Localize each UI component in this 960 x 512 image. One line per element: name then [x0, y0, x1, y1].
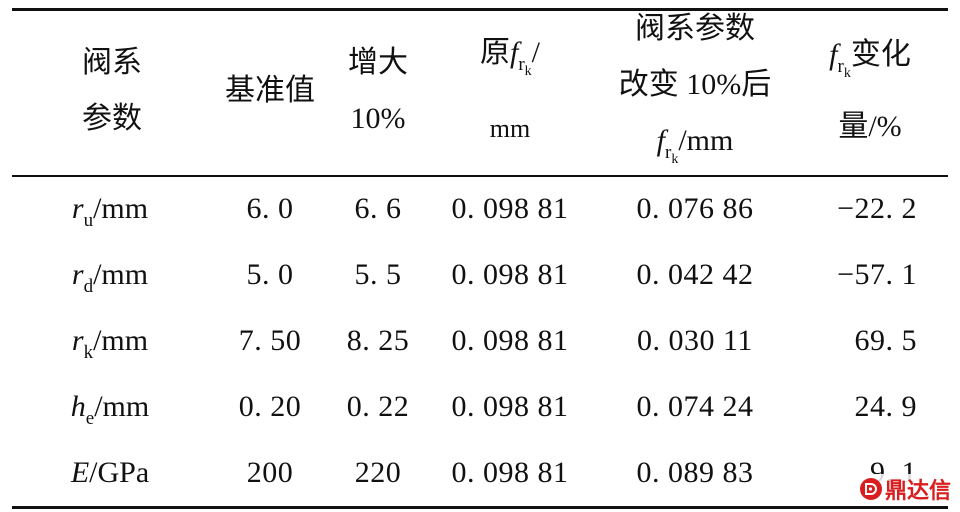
- header-delta-f: f: [829, 38, 838, 71]
- row-increase: 8. 25: [346, 324, 410, 357]
- table-bottom-rule: [12, 506, 948, 509]
- header-increase-line1: 增大: [348, 46, 408, 79]
- header-delta-k: k: [843, 66, 851, 81]
- row-param-symbol: h: [70, 390, 86, 423]
- row-param-symbol: r: [71, 192, 84, 225]
- row-delta: −22. 2: [837, 192, 917, 225]
- table-header-rule: [12, 175, 948, 177]
- header-param-line1: 阀系: [82, 46, 142, 79]
- header-changed-line1: 阀系参数: [635, 12, 755, 45]
- row-base: 7. 50: [238, 324, 302, 357]
- row-changed: 0. 030 11: [637, 324, 753, 357]
- watermark-text: 鼎达信: [885, 479, 952, 504]
- row-param-unit: /mm: [93, 258, 149, 291]
- d-logo-icon: [860, 478, 882, 500]
- header-base: 基准值: [225, 74, 315, 107]
- row-increase: 0. 22: [346, 390, 410, 423]
- row-base: 0. 20: [238, 390, 302, 423]
- row-param-unit: /mm: [94, 390, 150, 423]
- header-orig-sub: rk: [518, 54, 531, 79]
- row-param-symbol: E: [70, 456, 90, 489]
- table-top-rule: [12, 8, 948, 11]
- header-changed-unit: /mm: [678, 124, 734, 157]
- row-param: ru/mm: [40, 192, 180, 231]
- header-delta-line1: frk变化: [805, 38, 935, 81]
- row-base: 5. 0: [246, 258, 294, 291]
- header-orig-f: f: [509, 36, 519, 69]
- header-orig-prefix: 原: [479, 36, 510, 69]
- row-param-sub: e: [85, 408, 95, 429]
- header-changed-line2: 改变 10%后: [618, 68, 772, 101]
- header-delta-line2: 量/%: [838, 110, 902, 143]
- header-changed-k: k: [671, 152, 679, 167]
- row-increase: 220: [354, 456, 402, 489]
- row-orig: 0. 098 81: [451, 390, 569, 423]
- row-param-sub: u: [83, 210, 94, 231]
- row-base: 6. 0: [246, 192, 294, 225]
- header-changed-f: f: [656, 124, 665, 157]
- row-orig: 0. 098 81: [451, 258, 569, 291]
- header-changed-line3: frk/mm: [595, 124, 795, 167]
- row-param-symbol: r: [71, 258, 84, 291]
- header-orig-slash: /: [531, 36, 540, 69]
- row-orig: 0. 098 81: [451, 192, 569, 225]
- header-changed-r: r: [665, 142, 672, 163]
- row-param: he/mm: [40, 390, 180, 429]
- row-base: 200: [246, 456, 294, 489]
- row-delta: 24. 9: [854, 390, 917, 423]
- row-changed: 0. 042 42: [636, 258, 754, 291]
- row-param-unit: /mm: [93, 324, 149, 357]
- header-delta-r: r: [837, 56, 844, 77]
- row-param-unit: /GPa: [89, 456, 150, 489]
- header-increase-line2: 10%: [350, 102, 406, 135]
- row-orig: 0. 098 81: [451, 324, 569, 357]
- header-delta-sub: rk: [837, 56, 851, 81]
- header-orig-line1: 原frk/: [435, 36, 585, 79]
- row-param: rk/mm: [40, 324, 180, 363]
- row-increase: 5. 5: [354, 258, 402, 291]
- row-param-sub: k: [83, 342, 94, 363]
- row-increase: 6. 6: [354, 192, 402, 225]
- row-orig: 0. 098 81: [451, 456, 569, 489]
- watermark: 鼎达信: [858, 474, 954, 504]
- row-param-unit: /mm: [93, 192, 149, 225]
- row-param: rd/mm: [40, 258, 180, 297]
- header-changed-sub: rk: [665, 142, 678, 167]
- row-param-sub: d: [83, 276, 94, 297]
- d-logo-icon-glyph: [865, 483, 877, 495]
- header-param-line2: 参数: [82, 102, 142, 135]
- header-orig-unit: mm: [489, 114, 531, 143]
- row-changed: 0. 076 86: [636, 192, 754, 225]
- row-param: E/GPa: [40, 458, 180, 488]
- header-orig-k: k: [524, 64, 532, 79]
- row-changed: 0. 074 24: [636, 390, 754, 423]
- row-param-symbol: r: [71, 324, 84, 357]
- header-delta-suffix: 变化: [850, 38, 911, 71]
- row-changed: 0. 089 83: [636, 456, 754, 489]
- row-delta: −57. 1: [837, 258, 917, 291]
- row-delta: 69. 5: [854, 324, 917, 357]
- header-orig-r: r: [518, 54, 525, 75]
